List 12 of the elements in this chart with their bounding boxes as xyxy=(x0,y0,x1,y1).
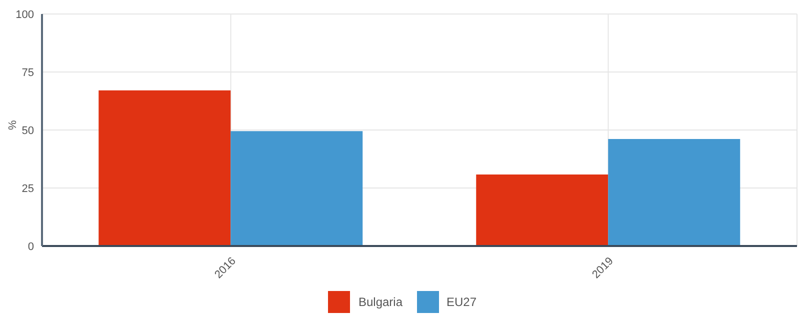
legend-label: EU27 xyxy=(446,295,477,309)
y-tick-label: 50 xyxy=(22,124,34,137)
bar xyxy=(230,131,363,246)
bar xyxy=(608,139,740,246)
y-tick-label: 100 xyxy=(16,8,34,21)
y-tick-label: 75 xyxy=(22,66,34,79)
legend-label: Bulgaria xyxy=(358,295,402,309)
y-axis-title: % xyxy=(6,120,19,130)
y-tick-label: 0 xyxy=(28,240,34,253)
y-tick-label: 25 xyxy=(22,182,34,195)
bar xyxy=(98,90,231,246)
bar xyxy=(476,174,608,246)
